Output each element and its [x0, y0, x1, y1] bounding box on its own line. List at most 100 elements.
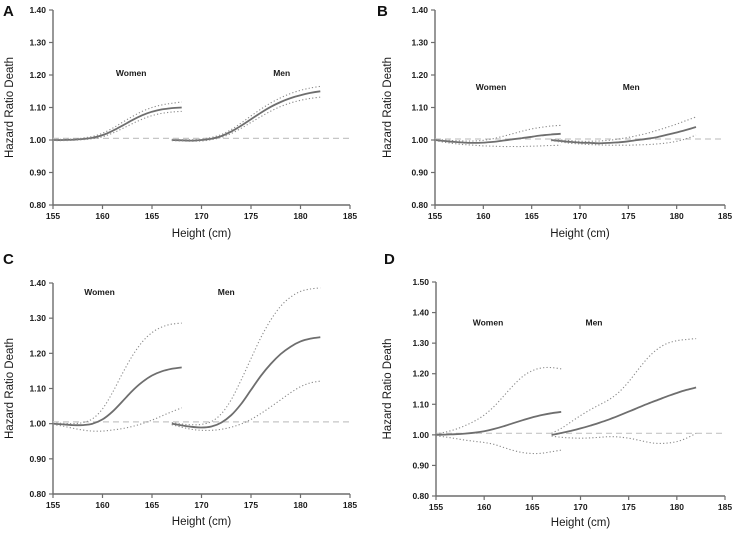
y-tick-label: 1.20 [29, 70, 46, 80]
x-axis-title: Height (cm) [550, 228, 610, 240]
series-women-upper-ci [52, 101, 182, 140]
x-tick-label: 180 [670, 211, 684, 221]
annotation-women: Women [84, 287, 115, 297]
y-axis-title: Hazard Ratio Death [382, 57, 394, 158]
y-axis-title: Hazard Ratio Death [4, 57, 16, 158]
panel-d-letter: D [384, 251, 395, 268]
series-men-upper-ci [171, 85, 321, 141]
y-tick-label: 1.30 [411, 38, 428, 48]
x-tick-label: 160 [95, 211, 109, 221]
panel-c-letter: C [3, 251, 14, 268]
x-tick-label: 185 [343, 500, 357, 510]
series-men-upper-ci [550, 116, 697, 142]
x-tick-label: 165 [525, 502, 539, 512]
panel-a-letter: A [3, 3, 14, 20]
y-tick-label: 0.80 [29, 489, 46, 499]
y-tick-label: 1.10 [412, 399, 429, 409]
x-axis-title: Height (cm) [551, 517, 611, 529]
series-men-estimate [551, 386, 697, 436]
annotation-women: Women [476, 82, 507, 92]
y-tick-label: 1.40 [411, 5, 428, 15]
series-men-estimate [171, 336, 321, 429]
x-tick-label: 180 [670, 502, 684, 512]
x-tick-label: 160 [476, 211, 490, 221]
series-women-lower-ci [434, 140, 561, 148]
series-men-lower-ci [171, 380, 321, 431]
panel-b-chart: 0.80 0.90 1.00 1.10 1.20 1.30 1.40 155 160 165 170… [382, 5, 732, 240]
x-tick-label: 155 [46, 500, 60, 510]
x-tick-label: 160 [95, 500, 109, 510]
y-tick-label: 1.50 [412, 277, 429, 287]
x-tick-label: 185 [718, 502, 732, 512]
series-women-estimate [434, 132, 561, 144]
x-tick-label: 175 [244, 211, 258, 221]
y-tick-label: 1.30 [412, 338, 429, 348]
series-men-estimate [550, 126, 697, 145]
series-men-lower-ci [551, 432, 697, 445]
y-tick-label: 0.90 [29, 168, 46, 178]
x-tick-label: 170 [194, 500, 208, 510]
y-tick-label: 1.10 [29, 103, 46, 113]
y-tick-label: 1.00 [29, 419, 46, 429]
y-tick-label: 1.10 [411, 103, 428, 113]
annotation-men: Men [585, 318, 602, 328]
series-men-estimate [171, 90, 321, 142]
y-tick-label: 1.40 [29, 5, 46, 15]
series-women-estimate [435, 411, 562, 436]
y-tick-label: 1.20 [412, 369, 429, 379]
y-tick-label: 1.30 [29, 313, 46, 323]
annotation-men: Men [273, 68, 290, 78]
y-tick-label: 0.80 [29, 200, 46, 210]
x-tick-label: 155 [428, 211, 442, 221]
series-men-lower-ci [171, 96, 321, 142]
y-tick-label: 1.40 [29, 278, 46, 288]
x-axis-title: Height (cm) [172, 516, 232, 528]
y-tick-label: 1.20 [29, 348, 46, 358]
x-axis-title: Height (cm) [172, 228, 232, 240]
panel-d-chart: 0.80 0.90 1.00 1.10 1.20 1.30 1.40 1.50 155 160 16… [382, 277, 732, 529]
x-tick-label: 175 [621, 211, 635, 221]
x-tick-label: 165 [145, 211, 159, 221]
y-tick-label: 0.90 [412, 460, 429, 470]
x-tick-label: 185 [718, 211, 732, 221]
y-tick-label: 1.00 [412, 430, 429, 440]
x-tick-label: 165 [145, 500, 159, 510]
series-men-upper-ci [551, 338, 697, 434]
y-axis-title: Hazard Ratio Death [382, 339, 394, 440]
y-tick-label: 1.40 [412, 308, 429, 318]
x-tick-label: 170 [194, 211, 208, 221]
series-men-lower-ci [550, 134, 697, 146]
x-tick-label: 175 [622, 502, 636, 512]
series-men-upper-ci [171, 287, 321, 426]
series-women-lower-ci [52, 407, 182, 432]
y-tick-label: 1.00 [411, 135, 428, 145]
annotation-women: Women [116, 68, 147, 78]
x-tick-label: 170 [573, 502, 587, 512]
x-tick-label: 175 [244, 500, 258, 510]
series-women-lower-ci [435, 435, 562, 455]
series-women-estimate [52, 366, 182, 427]
y-tick-label: 1.20 [411, 70, 428, 80]
x-tick-label: 155 [429, 502, 443, 512]
panel-c-chart: 0.80 0.90 1.00 1.10 1.20 1.30 1.40 155 160 165 170… [4, 278, 357, 528]
x-tick-label: 185 [343, 211, 357, 221]
x-tick-label: 155 [46, 211, 60, 221]
series-women-estimate [52, 106, 182, 141]
y-tick-label: 0.90 [29, 454, 46, 464]
y-tick-label: 0.90 [411, 168, 428, 178]
annotation-men: Men [623, 82, 640, 92]
y-tick-label: 0.80 [412, 491, 429, 501]
x-tick-label: 160 [477, 502, 491, 512]
x-tick-label: 180 [293, 500, 307, 510]
y-axis-title: Hazard Ratio Death [4, 338, 16, 439]
annotation-men: Men [218, 287, 235, 297]
annotation-women: Women [473, 318, 504, 328]
panel-a-chart: 0.80 0.90 1.00 1.10 1.20 1.30 1.40 155 160 165 170… [4, 5, 357, 240]
x-tick-label: 170 [573, 211, 587, 221]
series-women-upper-ci [52, 322, 182, 425]
x-tick-label: 165 [525, 211, 539, 221]
y-tick-label: 1.00 [29, 135, 46, 145]
panel-b-letter: B [377, 3, 388, 20]
y-tick-label: 0.80 [411, 200, 428, 210]
